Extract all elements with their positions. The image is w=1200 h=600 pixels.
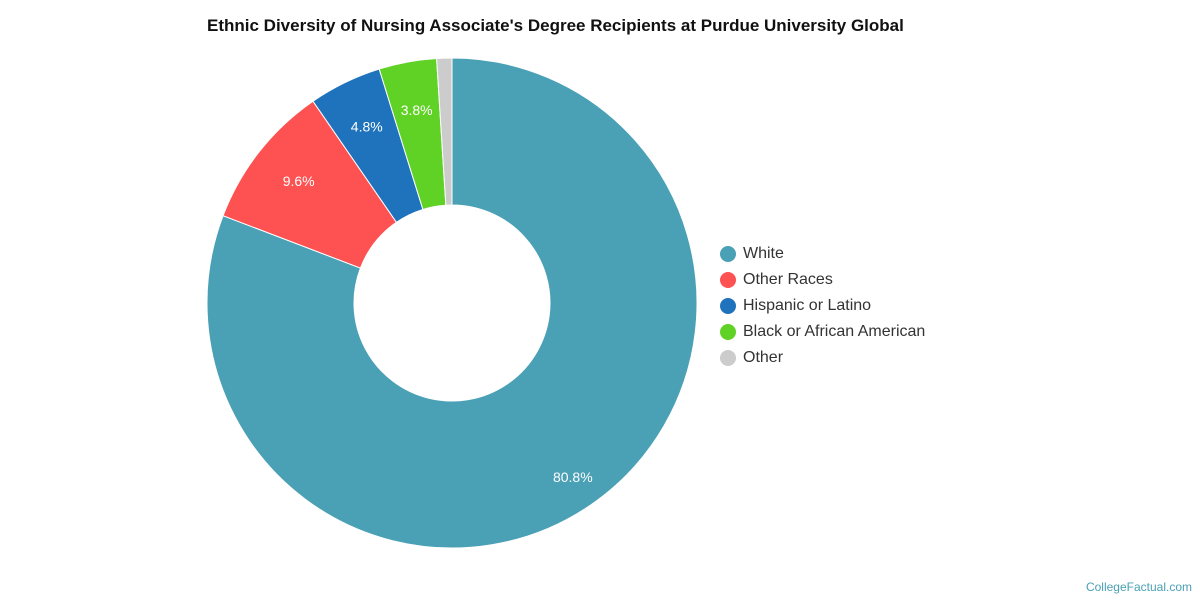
slice-label-other-races: 9.6% <box>283 173 315 189</box>
legend-label: White <box>743 245 784 262</box>
legend-swatch <box>720 298 736 314</box>
legend-item[interactable]: White <box>720 241 925 267</box>
legend-swatch <box>720 246 736 262</box>
slice-label-hispanic-or-latino: 4.8% <box>351 118 383 134</box>
legend-item[interactable]: Hispanic or Latino <box>720 293 925 319</box>
legend-swatch <box>720 272 736 288</box>
legend-label: Hispanic or Latino <box>743 297 872 314</box>
legend-label: Black or African American <box>743 323 926 340</box>
slice-label-black-or-african-american: 3.8% <box>401 102 433 118</box>
legend-swatch <box>720 350 736 366</box>
legend-item[interactable]: Other Races <box>720 267 925 293</box>
legend-item[interactable]: Other <box>720 345 925 371</box>
legend-item[interactable]: Black or African American <box>720 319 925 345</box>
slice-white <box>206 57 698 549</box>
slice-other <box>436 57 453 206</box>
legend-swatch <box>720 324 736 340</box>
legend-label: Other Races <box>743 271 833 288</box>
slice-label-white: 80.8% <box>553 469 593 485</box>
chart-legend: White Other Races Hispanic or Latino Black … <box>720 241 925 371</box>
legend-label: Other <box>743 349 784 366</box>
watermark: CollegeFactual.com <box>1085 580 1192 594</box>
chart-title: Ethnic Diversity of Nursing Associate's … <box>207 16 904 35</box>
